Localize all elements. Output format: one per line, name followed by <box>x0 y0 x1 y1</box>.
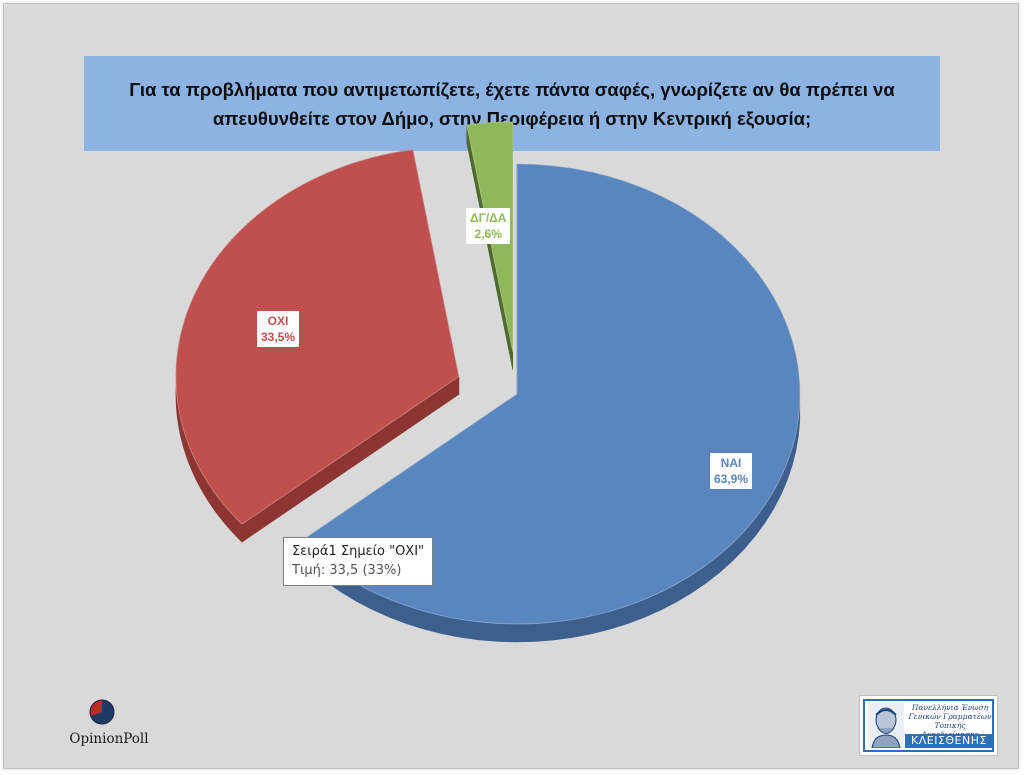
kleisthenis-line-1: Πανελλήνια Ένωση <box>911 703 989 712</box>
data-label-nai-value: 63,9% <box>714 472 749 486</box>
chart-tooltip: Σειρά1 Σημείο "ΟΧΙ" Τιμή: 33,5 (33%) <box>283 537 434 586</box>
opinionpoll-logo-icon <box>89 699 115 725</box>
kleisthenis-bust-icon <box>868 703 904 748</box>
kleisthenis-logo: Πανελλήνια Ένωση Γενικών Γραμματέων Τοπι… <box>859 695 998 756</box>
data-label-dgda-value: 2,6% <box>474 227 502 241</box>
data-label-nai: ΝΑΙ 63,9% <box>710 453 753 489</box>
pie-slice-oxi <box>175 149 460 525</box>
tooltip-value: Τιμή: 33,5 (33%) <box>292 563 402 578</box>
data-label-oxi-name: ΟΧΙ <box>267 314 289 328</box>
pie-slice-nai <box>299 163 801 625</box>
opinionpoll-logo-text: OpinionPoll <box>69 731 149 747</box>
opinionpoll-logo: OpinionPoll <box>54 694 164 749</box>
data-label-oxi: ΟΧΙ 33,5% <box>257 311 300 347</box>
chart-title: Για τα προβλήματα που αντιμετωπίζετε, έχ… <box>129 78 895 129</box>
kleisthenis-name: ΚΛΕΙΣΘΕΝΗΣ <box>905 734 993 748</box>
data-label-nai-name: ΝΑΙ <box>720 456 742 470</box>
slide: Για τα προβλήματα που αντιμετωπίζετε, έχ… <box>3 3 1019 769</box>
kleisthenis-line-2: Γενικών Γραμματέων <box>908 712 992 721</box>
data-label-dgda-name: ΔΓ/ΔΑ <box>470 211 507 225</box>
tooltip-series-point: Σειρά1 Σημείο "ΟΧΙ" <box>292 544 425 559</box>
kleisthenis-logo-frame: Πανελλήνια Ένωση Γενικών Γραμματέων Τοπι… <box>863 699 994 752</box>
pie-chart <box>175 121 801 643</box>
data-label-oxi-value: 33,5% <box>261 330 296 344</box>
data-label-dgda: ΔΓ/ΔΑ 2,6% <box>466 208 511 244</box>
